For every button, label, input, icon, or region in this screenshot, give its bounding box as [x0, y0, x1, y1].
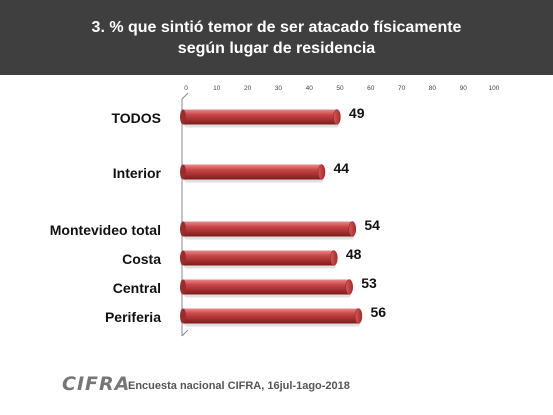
data-label: 44: [334, 160, 350, 176]
category-label: Periferia: [105, 309, 161, 325]
bar: [183, 279, 350, 295]
bar-group: 48: [180, 246, 362, 269]
bar-group: 54: [180, 217, 380, 240]
bar-start-cap: [180, 221, 186, 237]
x-tick-label: 0: [184, 85, 188, 92]
bar: [183, 221, 353, 237]
bar-start-cap: [180, 164, 186, 180]
data-label: 54: [364, 217, 380, 233]
bar-group: 53: [180, 275, 377, 298]
x-tick-label: 30: [275, 85, 283, 92]
x-tick-label: 80: [429, 85, 437, 92]
bar-group: 49: [180, 105, 365, 128]
data-label: 48: [346, 246, 362, 262]
bar: [183, 250, 334, 266]
bar-start-cap: [180, 250, 186, 266]
x-tick-label: 100: [489, 85, 500, 92]
category-label: Central: [113, 280, 161, 296]
x-tick-label: 20: [244, 85, 252, 92]
bar-end-cap: [348, 221, 357, 237]
bar-start-cap: [180, 308, 186, 324]
bar-start-cap: [180, 279, 186, 295]
category-label: Interior: [113, 165, 162, 181]
x-tick-label: 70: [398, 85, 406, 92]
x-tick-label: 10: [213, 85, 221, 92]
bar-end-cap: [317, 164, 326, 180]
bar-end-cap: [333, 109, 341, 125]
source-note: Encuesta nacional CIFRA, 16jul-1ago-2018: [128, 380, 350, 392]
bar-end-cap: [330, 250, 338, 266]
category-label: TODOS: [111, 110, 161, 126]
category-label: Montevideo total: [50, 222, 161, 238]
footer: CIFRA Encuesta nacional CIFRA, 16jul-1ag…: [0, 365, 553, 405]
x-tick-label: 90: [460, 85, 468, 92]
bar-group: 44: [180, 160, 349, 183]
cifra-logo: CIFRA: [62, 373, 131, 395]
data-label: 56: [370, 304, 386, 320]
chart-title-line-1: 3. % que sintió temor de ser atacado fís…: [91, 18, 462, 36]
chart-title-line-2: según lugar de residencia: [177, 39, 376, 57]
y-axis-base: [181, 329, 189, 337]
category-label: Costa: [122, 251, 161, 267]
bar-end-cap: [354, 308, 363, 324]
bar: [183, 109, 337, 125]
bar-start-cap: [180, 109, 186, 125]
x-tick-label: 60: [367, 85, 375, 92]
data-label: 49: [349, 105, 365, 121]
x-tick-label: 50: [336, 85, 344, 92]
bar-end-cap: [345, 279, 353, 295]
x-axis: 0 10 20 30 40 50 60 70 80 90 100: [181, 85, 500, 337]
x-tick-label: 40: [306, 85, 314, 92]
bar-group: 56: [180, 304, 386, 327]
bar: [183, 308, 359, 324]
y-axis-top: [181, 92, 189, 100]
data-label: 53: [361, 275, 377, 291]
chart-title: 3. % que sintió temor de ser atacado fís…: [0, 0, 553, 75]
category-labels: TODOS Interior Montevideo total Costa Centra…: [50, 110, 162, 325]
bar: [183, 164, 322, 180]
